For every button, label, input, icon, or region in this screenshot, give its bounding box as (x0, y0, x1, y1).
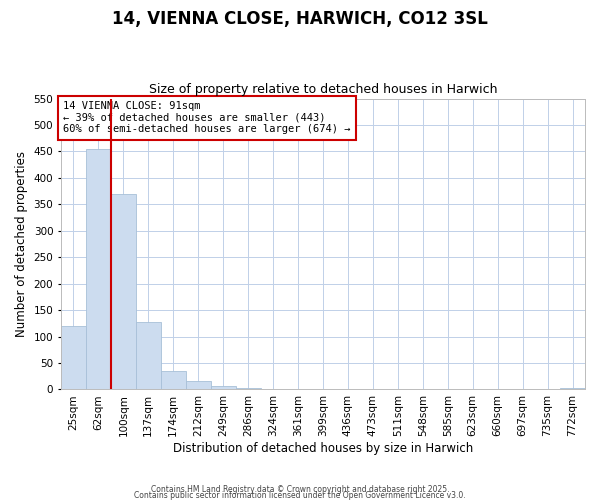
Bar (111, 194, 136, 390)
Text: 14, VIENNA CLOSE, HARWICH, CO12 3SL: 14, VIENNA CLOSE, HARWICH, CO12 3SL (112, 10, 488, 28)
Bar (186, 381, 211, 390)
Text: Contains public sector information licensed under the Open Government Licence v3: Contains public sector information licen… (134, 490, 466, 500)
Bar (211, 386, 236, 390)
Bar (236, 388, 260, 390)
Text: Contains HM Land Registry data © Crown copyright and database right 2025.: Contains HM Land Registry data © Crown c… (151, 484, 449, 494)
Bar (560, 388, 585, 390)
Bar (136, 322, 161, 390)
Bar (86, 149, 111, 390)
Title: Size of property relative to detached houses in Harwich: Size of property relative to detached ho… (149, 83, 497, 96)
Text: 14 VIENNA CLOSE: 91sqm
← 39% of detached houses are smaller (443)
60% of semi-de: 14 VIENNA CLOSE: 91sqm ← 39% of detached… (64, 101, 351, 134)
Y-axis label: Number of detached properties: Number of detached properties (15, 151, 28, 337)
Bar (61, 326, 86, 390)
Bar (161, 371, 186, 390)
X-axis label: Distribution of detached houses by size in Harwich: Distribution of detached houses by size … (173, 442, 473, 455)
